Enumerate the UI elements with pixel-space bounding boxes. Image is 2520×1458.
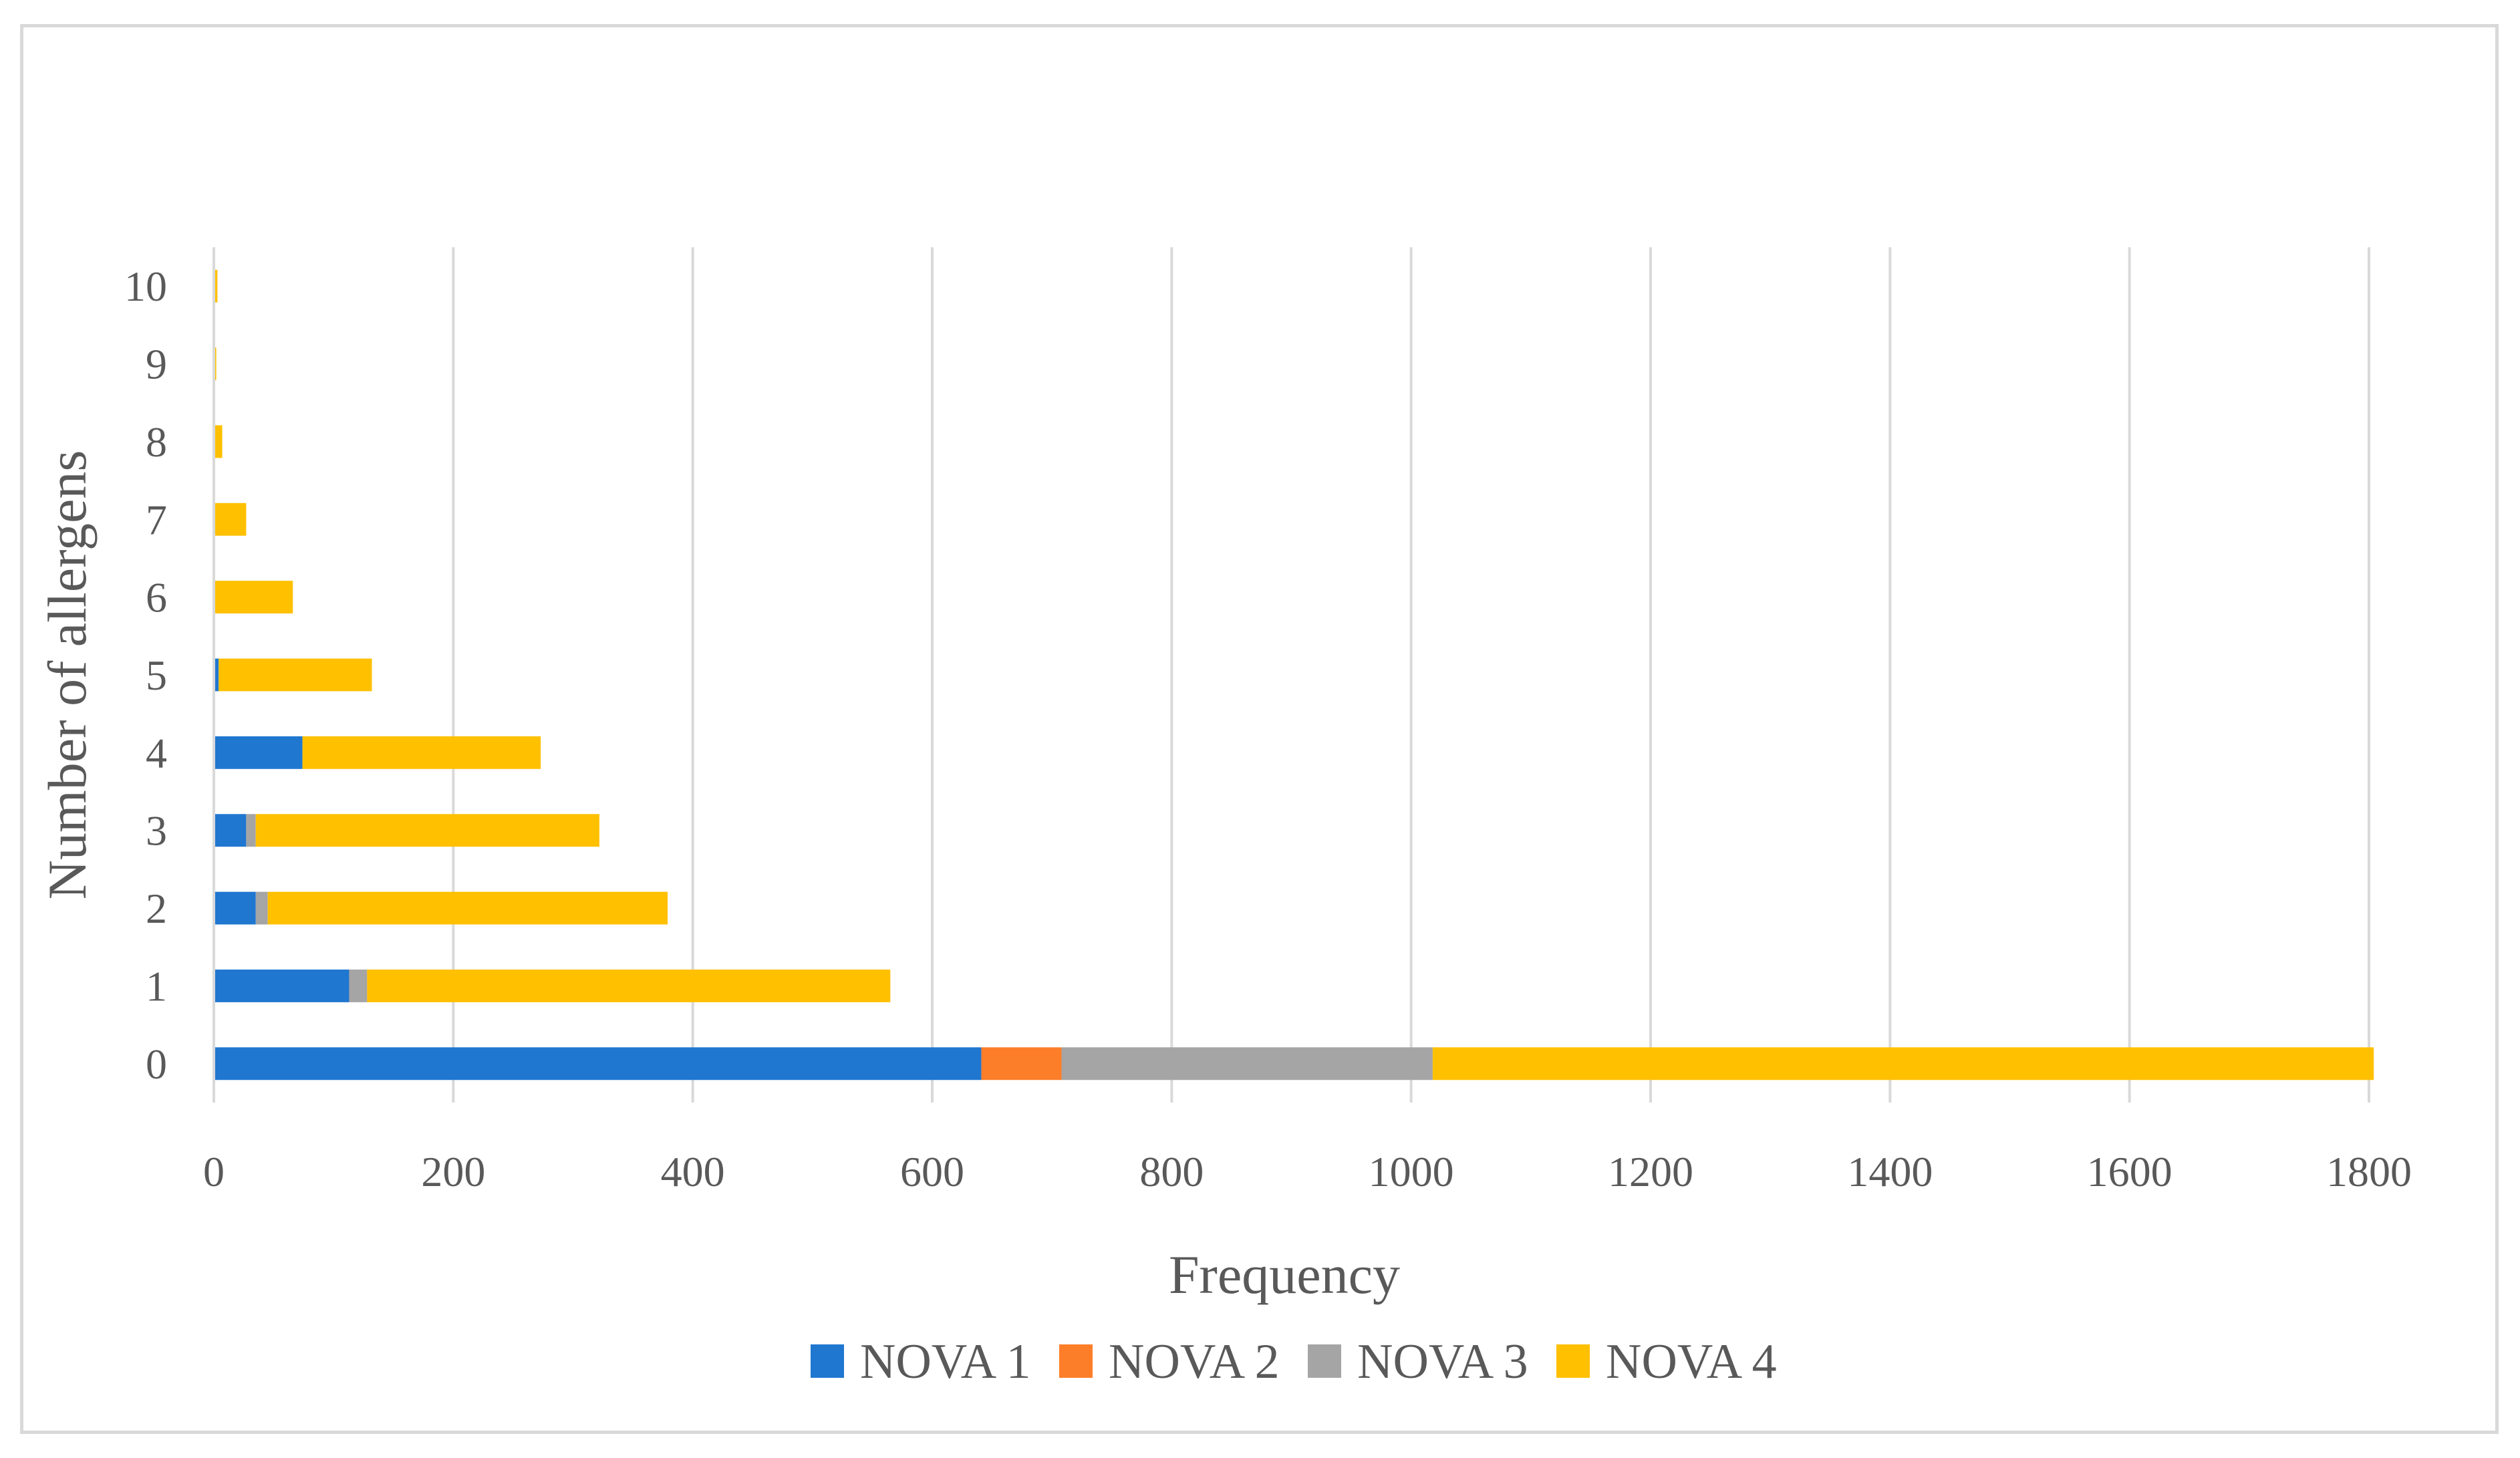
bar-segment-nova-1-cat-0 [214,1047,982,1080]
bar-segment-nova-4-cat-6 [214,581,293,614]
bar-segment-nova-4-cat-8 [214,425,223,458]
y-tick-label: 8 [146,418,167,466]
legend-label: NOVA 1 [860,1334,1031,1389]
x-tick-label: 1400 [1847,1148,1933,1195]
x-tick-label: 1800 [2326,1148,2412,1195]
legend: NOVA 1 NOVA 2 NOVA 3 NOVA 4 [811,1334,1777,1389]
bar-segment-nova-1-cat-2 [214,891,256,925]
x-tick-label: 1600 [2087,1148,2173,1195]
bar-segment-nova-1-cat-5 [214,658,219,692]
x-tick-label: 0 [203,1148,225,1195]
bar-segment-nova-1-cat-1 [214,970,349,1002]
bar-segment-nova-4-cat-7 [214,502,247,536]
bar-segment-nova-4-cat-10 [214,269,218,303]
y-tick-label: 7 [146,496,167,543]
bar-segment-nova-1-cat-4 [214,736,303,769]
bar-segment-nova-4-cat-5 [219,658,372,692]
gridlines [452,247,2370,1103]
legend-label: NOVA 3 [1357,1334,1528,1389]
x-tick-label: 200 [421,1148,485,1195]
y-tick-label: 1 [146,962,167,1010]
x-tick-label: 400 [661,1148,725,1195]
x-tick-label: 600 [900,1148,964,1195]
legend-swatch-nova-3 [1308,1344,1341,1378]
x-tick-label: 1000 [1369,1148,1454,1195]
y-tick-label: 10 [124,263,167,310]
bar-segment-nova-4-cat-0 [1432,1047,2374,1080]
y-tick-label: 9 [146,341,167,388]
bar-segment-nova-1-cat-3 [214,814,247,847]
bar-segment-nova-4-cat-1 [367,970,891,1002]
x-tick-labels: 0 200 400 600 800 1000 1200 1400 1600 1800 [203,1148,2412,1195]
chart-frame [20,24,2499,1434]
bar-segment-nova-4-cat-2 [267,891,668,925]
legend-label: NOVA 4 [1606,1334,1777,1389]
y-tick-label: 0 [146,1040,167,1088]
bar-segment-nova-4-cat-4 [302,736,541,769]
x-tick-label: 800 [1139,1148,1204,1195]
legend-swatch-nova-4 [1556,1344,1590,1378]
bar-segment-nova-3-cat-1 [349,970,368,1002]
x-tick-label: 1200 [1608,1148,1693,1195]
y-tick-label: 6 [146,574,167,621]
bar-segment-nova-2-cat-0 [981,1047,1062,1080]
bar-segment-nova-3-cat-0 [1061,1047,1433,1080]
legend-swatch-nova-2 [1059,1344,1093,1378]
legend-swatch-nova-1 [811,1344,844,1378]
y-tick-label: 3 [146,807,167,855]
x-axis-title: Frequency [1169,1244,1400,1305]
y-tick-labels: 0 1 2 3 4 5 6 7 8 9 10 [124,263,167,1088]
y-axis-title: Number of allergens [37,450,98,900]
legend-label: NOVA 2 [1109,1334,1280,1389]
y-tick-label: 2 [146,885,167,932]
bar-segment-nova-3-cat-3 [246,814,256,847]
bars [214,269,2374,1080]
bar-segment-nova-3-cat-2 [255,891,268,925]
y-tick-label: 4 [146,729,167,776]
y-tick-label: 5 [146,651,167,699]
bar-segment-nova-4-cat-3 [255,814,599,847]
